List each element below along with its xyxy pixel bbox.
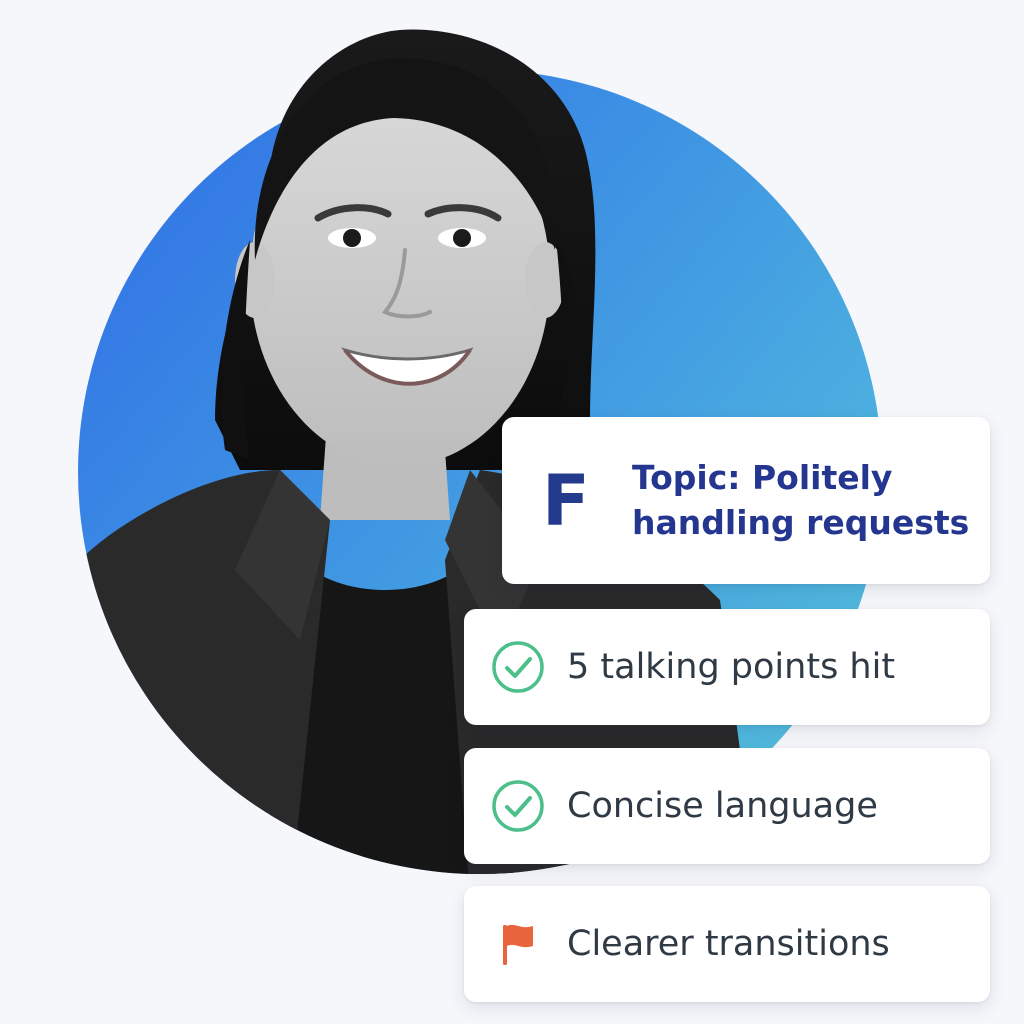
topic-title: Topic: Politely handling requests <box>632 456 977 544</box>
topic-line-2: handling requests <box>632 502 970 542</box>
feedback-label: Concise language <box>567 786 878 826</box>
grade-letter: F <box>542 459 590 542</box>
feedback-label: Clearer transitions <box>567 924 890 964</box>
flag-icon <box>491 917 545 971</box>
check-circle-icon <box>491 640 545 694</box>
topic-card: F Topic: Politely handling requests <box>502 417 990 584</box>
feedback-item-concise-language: Concise language <box>464 748 990 864</box>
check-circle-icon <box>491 779 545 833</box>
topic-line-1: Topic: Politely <box>632 458 893 498</box>
feedback-label: 5 talking points hit <box>567 647 896 687</box>
feedback-item-clearer-transitions: Clearer transitions <box>464 886 990 1002</box>
feedback-item-talking-points: 5 talking points hit <box>464 609 990 725</box>
